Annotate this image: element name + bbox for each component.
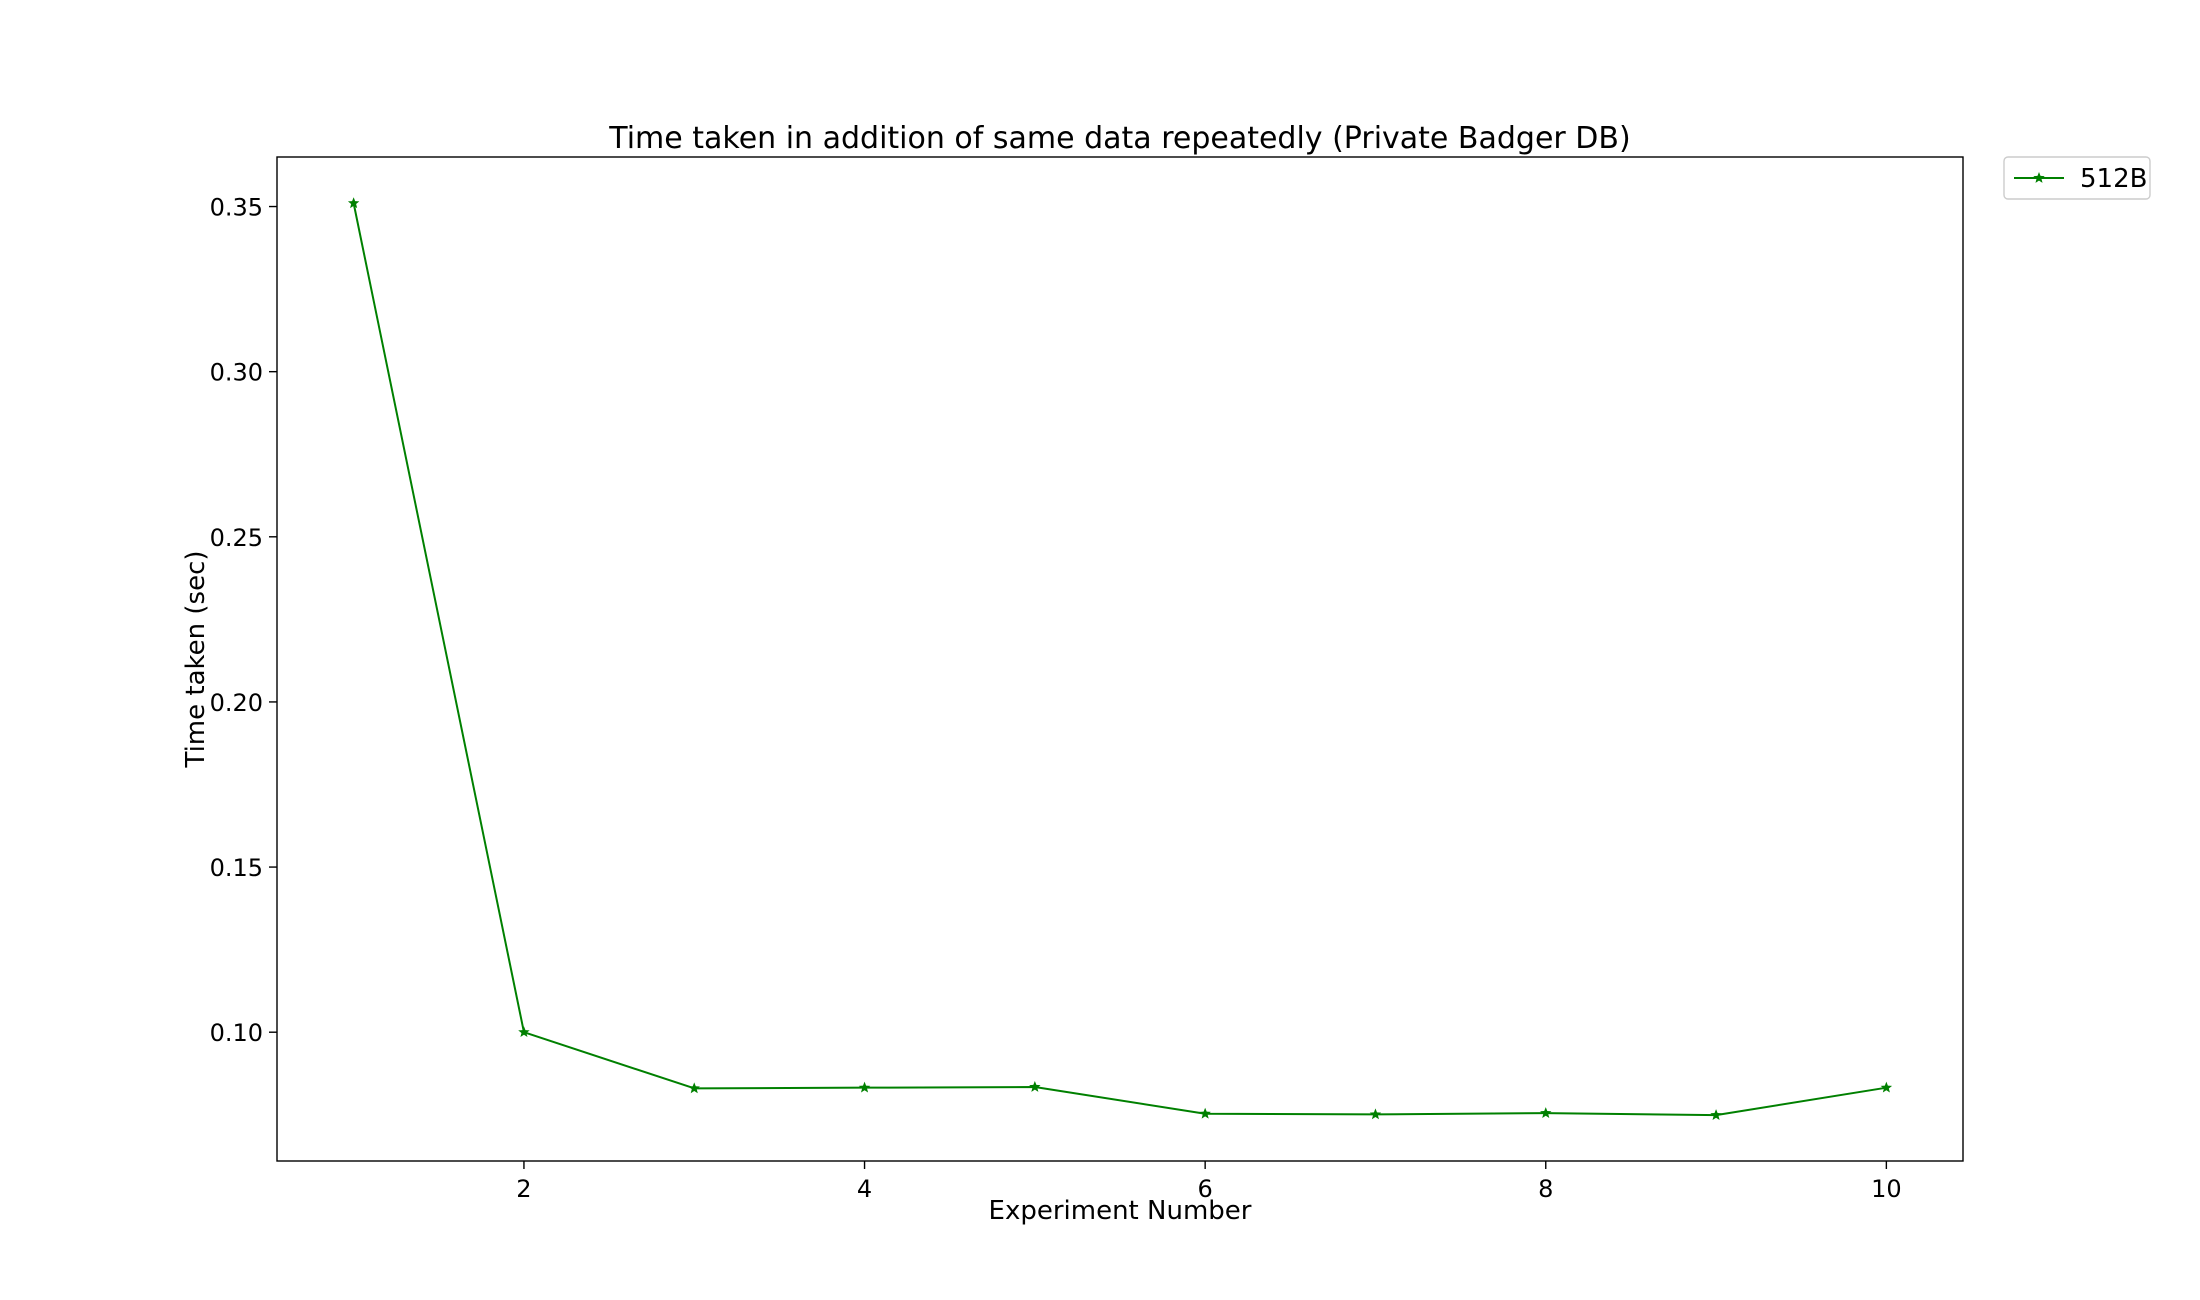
- legend: 512B: [2003, 156, 2151, 200]
- data-point: [858, 1081, 871, 1093]
- y-tick-label: 0.35: [210, 194, 263, 222]
- x-tick-label: 6: [1198, 1175, 1213, 1203]
- legend-entry-512b: 512B: [2080, 164, 2147, 194]
- y-tick-label: 0.25: [210, 524, 263, 552]
- data-point: [1369, 1108, 1382, 1120]
- y-tick-label: 0.30: [210, 359, 263, 387]
- x-axis-label: Experiment Number: [989, 1196, 1252, 1226]
- x-axis: 2 4 6 8 10: [516, 1161, 1902, 1203]
- x-tick-label: 8: [1538, 1175, 1553, 1203]
- series-layer: [347, 197, 1893, 1120]
- x-tick-label: 4: [857, 1175, 872, 1203]
- data-point: [1199, 1107, 1211, 1119]
- legend-box: [2003, 156, 2151, 200]
- y-tick-label: 0.10: [210, 1019, 263, 1047]
- x-tick-label: 10: [1871, 1175, 1902, 1203]
- data-point: [347, 197, 360, 209]
- x-tick-label: 2: [516, 1175, 531, 1203]
- y-tick-label: 0.20: [210, 689, 263, 717]
- plot-area: [276, 156, 1964, 1162]
- y-axis: 0.10 0.15 0.20 0.25 0.30 0.35: [210, 194, 277, 1047]
- data-point: [1880, 1081, 1893, 1093]
- data-point: [518, 1026, 530, 1038]
- data-point: [1710, 1109, 1722, 1120]
- data-point: [688, 1082, 700, 1094]
- data-point: [1029, 1081, 1041, 1092]
- data-point: [1540, 1107, 1552, 1118]
- y-axis-label: Time taken (sec): [181, 550, 211, 768]
- series-line-512b: [352, 203, 1887, 1117]
- legend-marker-512b: [2033, 172, 2045, 183]
- chart-title: Time taken in addition of same data repe…: [608, 121, 1630, 156]
- y-tick-label: 0.15: [210, 854, 263, 882]
